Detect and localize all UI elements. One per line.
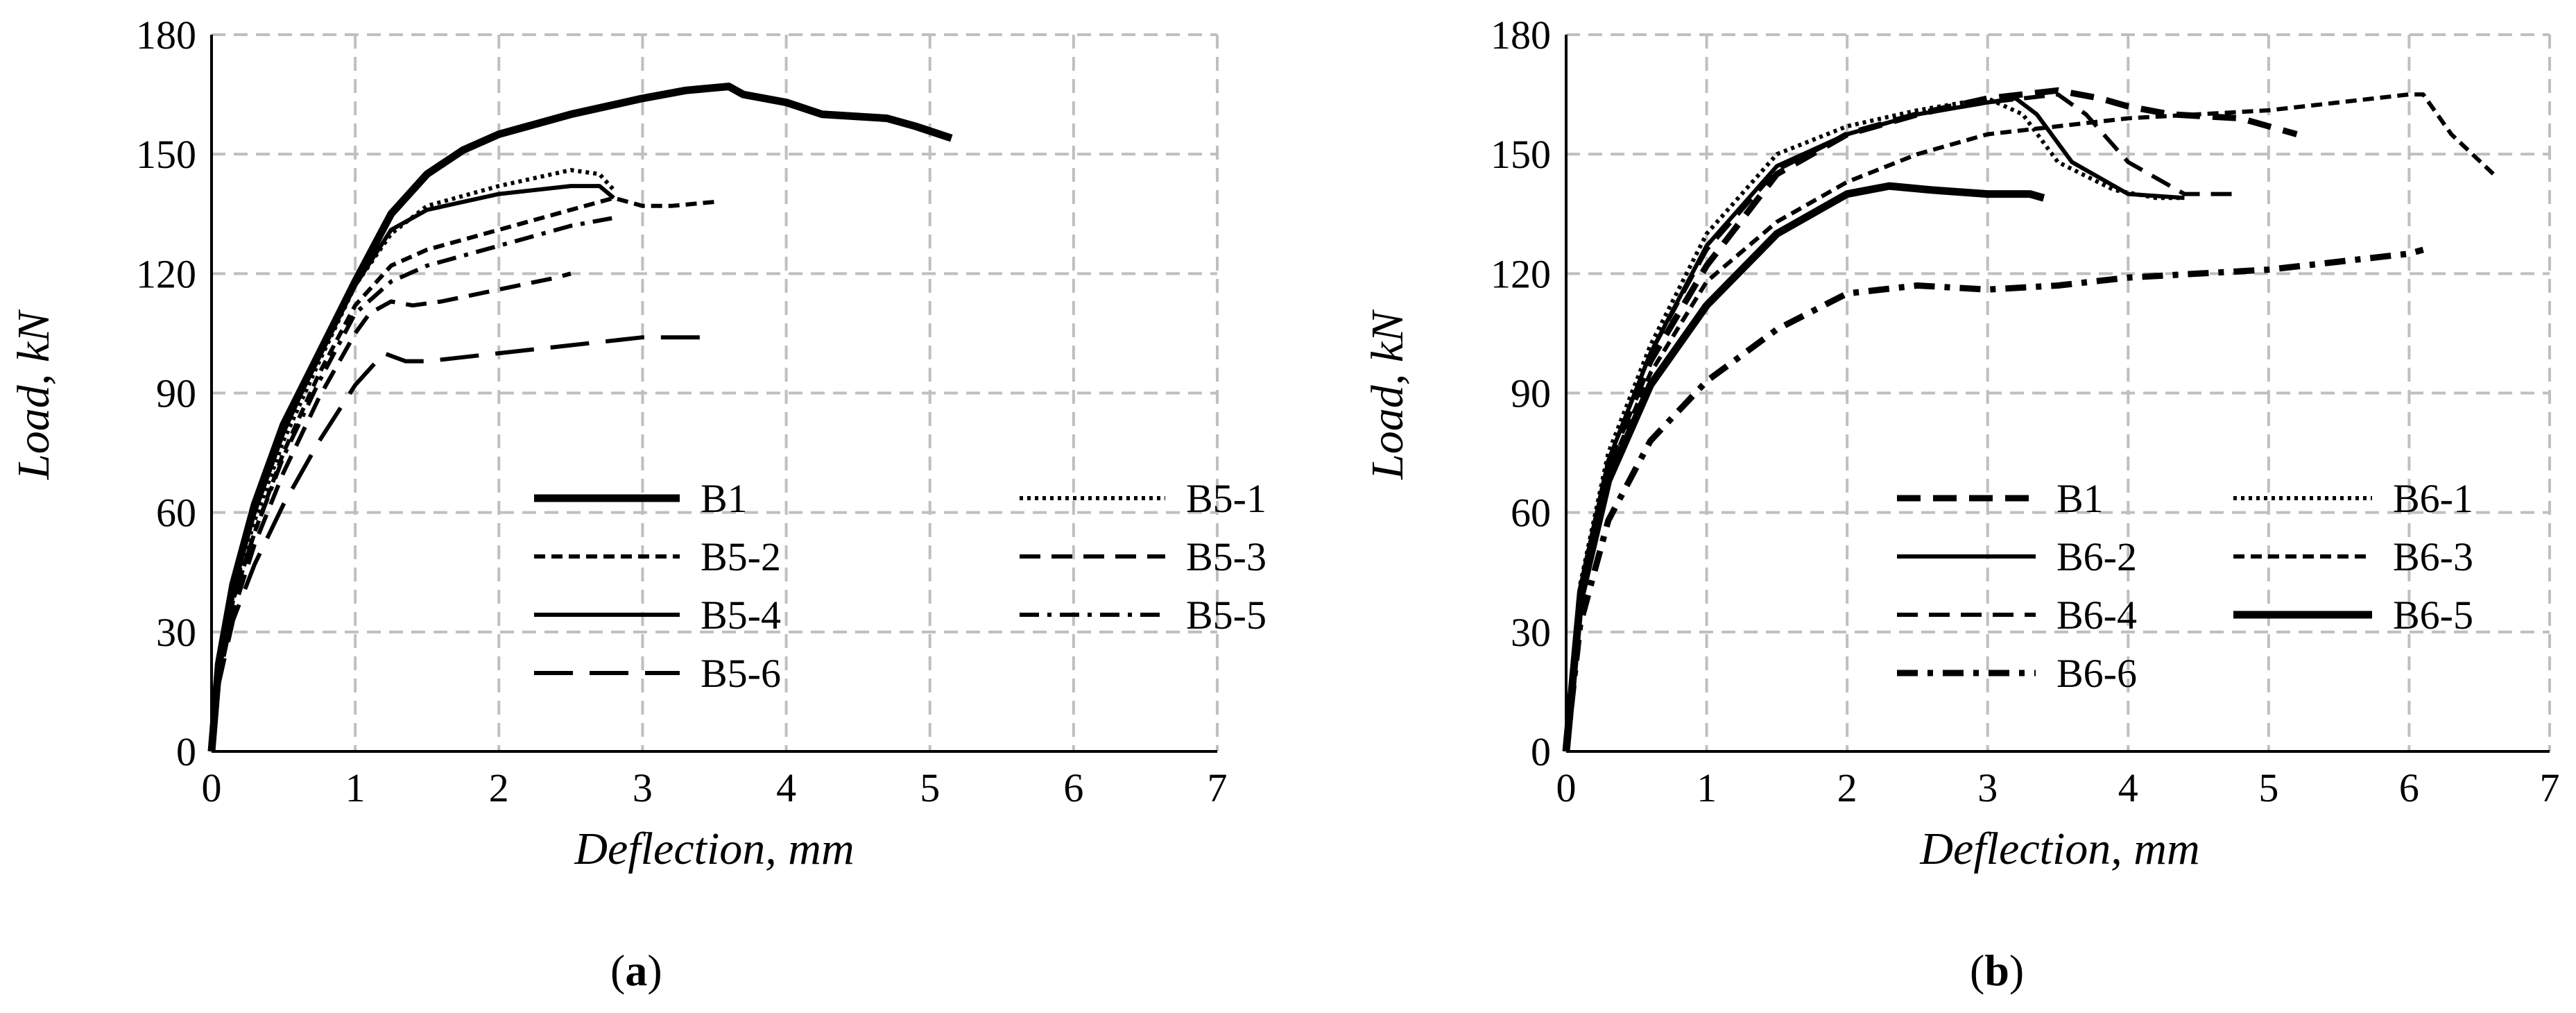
x-tick-label: 0 (1556, 765, 1577, 810)
legend-label-B5-2: B5-2 (701, 534, 781, 579)
x-tick-label: 3 (1977, 765, 1998, 810)
x-tick-label: 5 (920, 765, 940, 810)
panel-caption: (b) (1970, 946, 2024, 995)
x-tick-label: 1 (345, 765, 366, 810)
y-axis-title: Load, kN (8, 309, 59, 480)
y-tick-label: 0 (1531, 729, 1551, 774)
x-tick-label: 7 (2540, 765, 2560, 810)
legend-label-B6-6: B6-6 (2056, 651, 2137, 696)
legend-label-B1: B1 (2056, 476, 2104, 521)
y-tick-label: 60 (1511, 491, 1551, 536)
y-tick-label: 150 (1491, 132, 1551, 177)
legend-label-B6-4: B6-4 (2056, 593, 2137, 638)
legend-label-B5-5: B5-5 (1186, 593, 1266, 638)
x-tick-label: 3 (633, 765, 653, 810)
y-tick-label: 0 (176, 729, 196, 774)
x-tick-label: 4 (776, 765, 796, 810)
chart-panel-b: 0 30 60 90 120 150 180 0 1 2 3 4 5 6 7 Deflection, mm Lo… (1362, 12, 2560, 995)
series-line-B5-6 (209, 335, 707, 752)
y-tick-label: 30 (156, 610, 196, 655)
x-tick-label: 1 (1697, 765, 1717, 810)
y-tick-label: 150 (136, 132, 196, 177)
legend-label-B5-6: B5-6 (701, 651, 781, 696)
y-tick-label: 90 (156, 371, 196, 416)
series-line-B6-4 (1564, 92, 2241, 752)
y-tick-label: 30 (1511, 610, 1551, 655)
series-line-B5-4 (209, 184, 615, 752)
legend-label-B1: B1 (701, 476, 748, 521)
x-axis-title: Deflection, mm (1919, 824, 2199, 874)
series-line-B6-6 (1563, 246, 2424, 752)
series-line-B6-1 (1564, 96, 2185, 752)
legend-label-B6-5: B6-5 (2393, 593, 2473, 638)
chart-panel-a: 0 30 60 90 120 150 180 0 1 2 3 4 5 6 7 Deflection, mm Lo… (8, 12, 1266, 995)
x-axis-title: Deflection, mm (574, 824, 854, 874)
x-tick-label: 6 (2399, 765, 2419, 810)
series-line-B5-2 (209, 196, 715, 752)
legend-label-B5-3: B5-3 (1186, 534, 1266, 579)
legend-label-B5-4: B5-4 (701, 593, 781, 638)
legend: B1 B6-1 B6-2 B6-3 B6-4 B6-5 B6-6 (1897, 476, 2473, 696)
legend-label-B6-2: B6-2 (2056, 534, 2137, 579)
x-tick-label: 7 (1208, 765, 1228, 810)
y-tick-label: 120 (136, 251, 196, 296)
x-tick-label: 2 (489, 765, 509, 810)
x-tick-label: 0 (202, 765, 222, 810)
x-tick-label: 4 (2118, 765, 2138, 810)
series-line-B6-5 (1562, 182, 2045, 752)
series-line-B6-3 (1564, 92, 2496, 752)
series-line-B1 (207, 83, 953, 752)
y-tick-label: 60 (156, 491, 196, 536)
y-axis-title: Load, kN (1362, 309, 1413, 480)
x-tick-label: 6 (1063, 765, 1083, 810)
legend-label-B6-3: B6-3 (2393, 534, 2473, 579)
legend-label-B6-1: B6-1 (2393, 476, 2473, 521)
y-tick-label: 120 (1491, 251, 1551, 296)
x-tick-label: 2 (1837, 765, 1857, 810)
y-tick-label: 90 (1511, 371, 1551, 416)
y-tick-label: 180 (1491, 12, 1551, 58)
legend: B1 B5-1 B5-2 B5-3 B5-4 B5-5 B5-6 (534, 476, 1266, 696)
y-tick-label: 180 (136, 12, 196, 58)
x-tick-label: 5 (2258, 765, 2278, 810)
legend-label-B5-1: B5-1 (1186, 476, 1266, 521)
series-line-B5-3 (209, 271, 572, 752)
panel-caption: (a) (610, 946, 662, 995)
